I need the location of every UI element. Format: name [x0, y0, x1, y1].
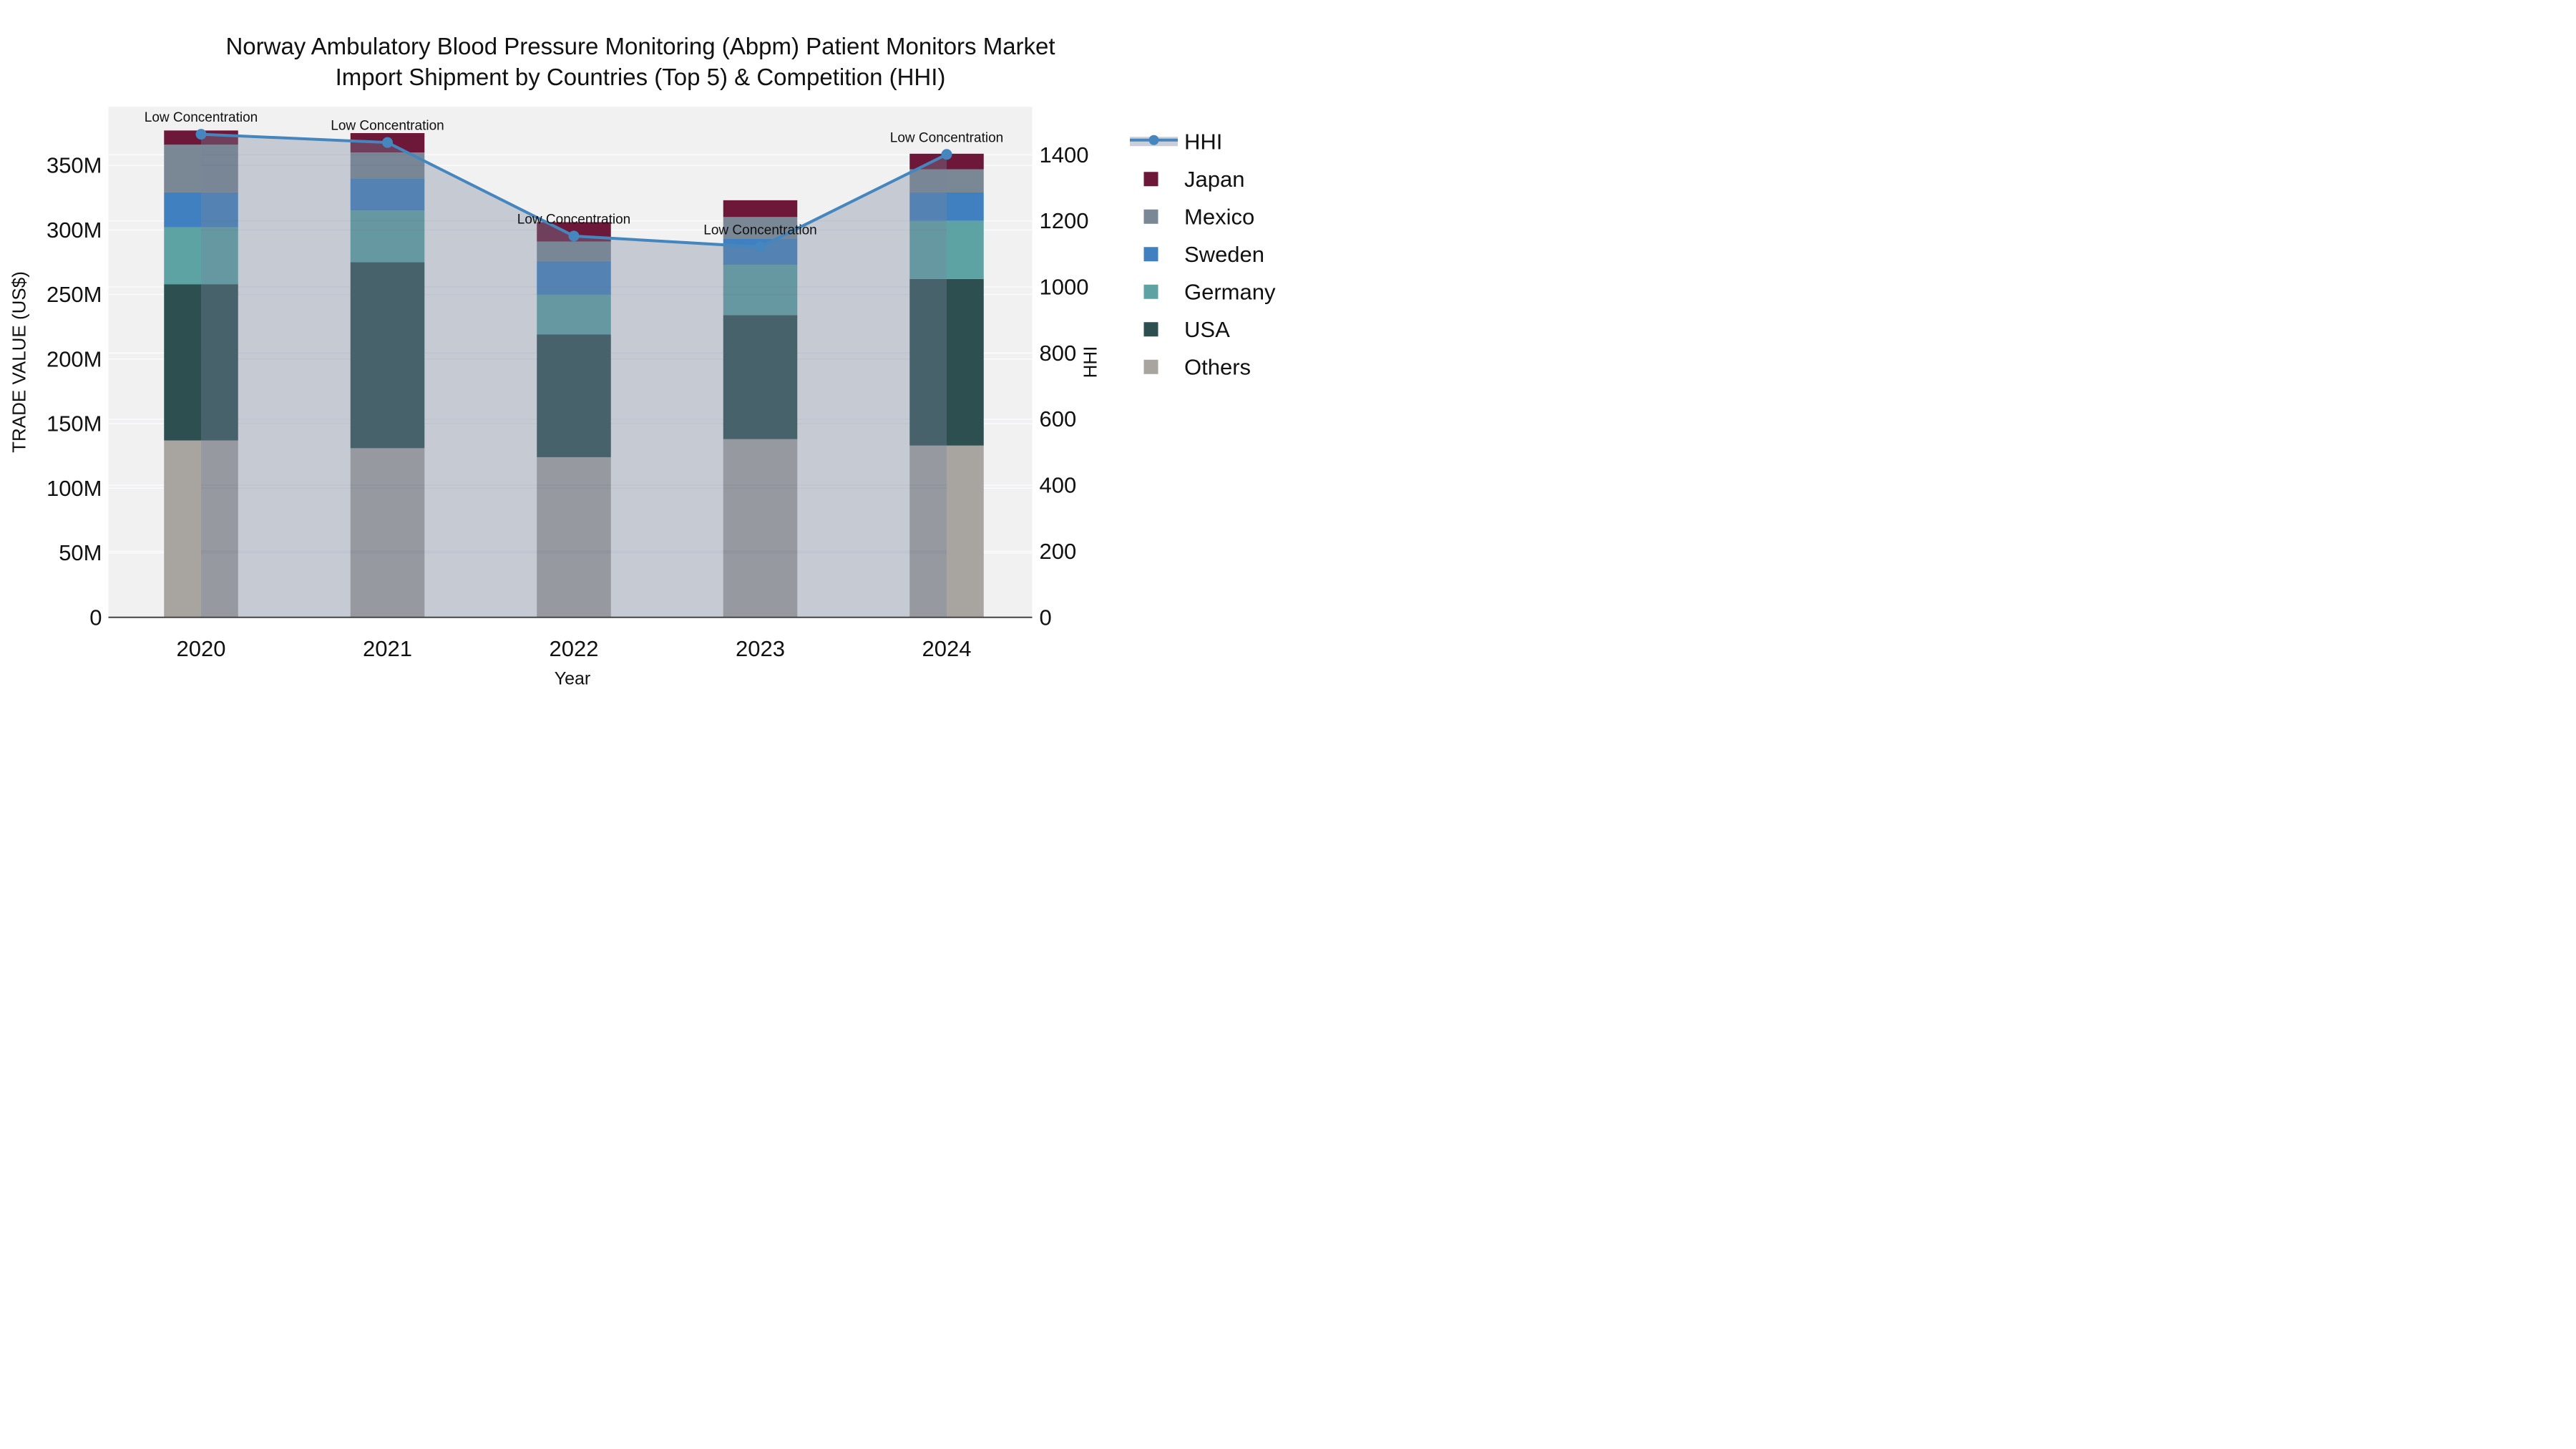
chart-canvas: 0 50M 100M 150M 200M 250M 300M 350M 0 200 400 600 80… — [47, 107, 1276, 661]
annotation-2022: Low Concentration — [517, 212, 630, 227]
bar-segment-usa-2024 — [909, 278, 984, 446]
legend-label: Japan — [1184, 167, 1244, 192]
y-right-axis-title: HHI — [1079, 346, 1101, 379]
bar-segment-others-2022 — [537, 457, 611, 618]
legend-item-germany[interactable]: Germany — [1143, 279, 1276, 304]
bar-segment-others-2021 — [350, 448, 425, 618]
x-axis-title: Year — [554, 668, 591, 689]
y-left-tick: 200M — [47, 346, 102, 371]
y-left-tick: 50M — [59, 540, 102, 565]
y-right-tick: 1000 — [1040, 274, 1089, 299]
legend-swatch-icon — [1143, 209, 1158, 224]
bar-segment-others-2023 — [723, 439, 798, 618]
bar-segment-others-2020 — [164, 440, 238, 618]
bar-segment-sweden-2020 — [164, 192, 238, 228]
bar-segment-sweden-2024 — [909, 192, 984, 221]
annotation-2020: Low Concentration — [145, 110, 258, 125]
hhi-marker-2020 — [195, 129, 207, 140]
bar-segment-germany-2023 — [723, 265, 798, 316]
chart-figure: 0 50M 100M 150M 200M 250M 300M 350M 0 200 400 600 80… — [0, 0, 1288, 725]
annotation-2024: Low Concentration — [890, 130, 1003, 145]
legend-label: USA — [1184, 317, 1230, 342]
bar-segment-usa-2022 — [537, 334, 611, 457]
legend-swatch-icon — [1143, 172, 1158, 187]
hhi-marker-2024 — [941, 149, 952, 160]
y-left-tick: 300M — [47, 218, 102, 243]
legend-label: Mexico — [1184, 204, 1254, 229]
annotation-2021: Low Concentration — [331, 119, 444, 134]
x-tick-2023: 2023 — [736, 636, 785, 661]
x-tick-2022: 2022 — [550, 636, 599, 661]
legend-swatch-icon — [1143, 284, 1158, 299]
y-right-tick: 0 — [1040, 605, 1052, 630]
bar-segment-japan-2023 — [723, 200, 798, 218]
legend-swatch-icon — [1143, 359, 1158, 374]
legend-label: HHI — [1184, 129, 1222, 154]
chart-title-line1: Norway Ambulatory Blood Pressure Monitor… — [225, 33, 1055, 59]
bar-segment-usa-2020 — [164, 284, 238, 441]
bar-segment-germany-2024 — [909, 220, 984, 279]
hhi-area-fill — [201, 134, 947, 618]
y-right-tick: 1400 — [1040, 142, 1089, 167]
y-left-tick: 250M — [47, 282, 102, 307]
legend-swatch-icon — [1143, 247, 1158, 262]
legend-label: Others — [1184, 354, 1251, 379]
y-left-axis-title: TRADE VALUE (US$) — [8, 271, 30, 453]
legend-hhi-marker-icon — [1148, 135, 1159, 145]
legend-swatch-icon — [1143, 322, 1158, 337]
chart-title-line2: Import Shipment by Countries (Top 5) & C… — [335, 64, 946, 90]
x-tick-2020: 2020 — [177, 636, 226, 661]
bar-segment-mexico-2020 — [164, 145, 238, 192]
bar-segment-usa-2021 — [350, 262, 425, 449]
legend-label: Germany — [1184, 279, 1276, 304]
bar-segment-germany-2020 — [164, 227, 238, 285]
hhi-marker-2021 — [382, 137, 393, 148]
bar-segment-germany-2021 — [350, 210, 425, 263]
y-right-tick: 400 — [1040, 473, 1077, 498]
legend-item-hhi[interactable]: HHI — [1130, 129, 1222, 154]
y-left-tick: 350M — [47, 153, 102, 178]
hhi-marker-2023 — [755, 241, 766, 253]
y-right-tick: 200 — [1040, 539, 1077, 564]
bar-segment-mexico-2021 — [350, 152, 425, 179]
legend-item-others[interactable]: Others — [1143, 354, 1252, 379]
bar-segment-japan-2024 — [909, 153, 984, 170]
y-right-tick: 600 — [1040, 406, 1077, 431]
bar-segment-mexico-2022 — [537, 241, 611, 261]
legend-item-usa[interactable]: USA — [1143, 317, 1231, 342]
bar-segment-sweden-2022 — [537, 260, 611, 295]
y-left-tick: 100M — [47, 476, 102, 501]
fill-gridlines — [201, 154, 947, 554]
bar-segment-others-2024 — [909, 445, 984, 618]
bar-segment-germany-2022 — [537, 294, 611, 335]
legend-item-sweden[interactable]: Sweden — [1143, 242, 1265, 267]
y-right-tick: 800 — [1040, 341, 1077, 366]
bar-segment-usa-2023 — [723, 315, 798, 439]
y-right-tick: 1200 — [1040, 208, 1089, 233]
bar-segment-sweden-2021 — [350, 178, 425, 211]
annotation-2023: Low Concentration — [703, 223, 816, 238]
x-tick-2024: 2024 — [922, 636, 972, 661]
hhi-marker-2022 — [568, 230, 580, 242]
bar-segment-mexico-2024 — [909, 169, 984, 192]
legend-item-mexico[interactable]: Mexico — [1143, 204, 1255, 229]
x-tick-2021: 2021 — [363, 636, 412, 661]
legend-label: Sweden — [1184, 242, 1264, 267]
y-left-tick: 0 — [89, 605, 102, 630]
legend-item-japan[interactable]: Japan — [1143, 167, 1245, 192]
y-left-tick: 150M — [47, 411, 102, 436]
